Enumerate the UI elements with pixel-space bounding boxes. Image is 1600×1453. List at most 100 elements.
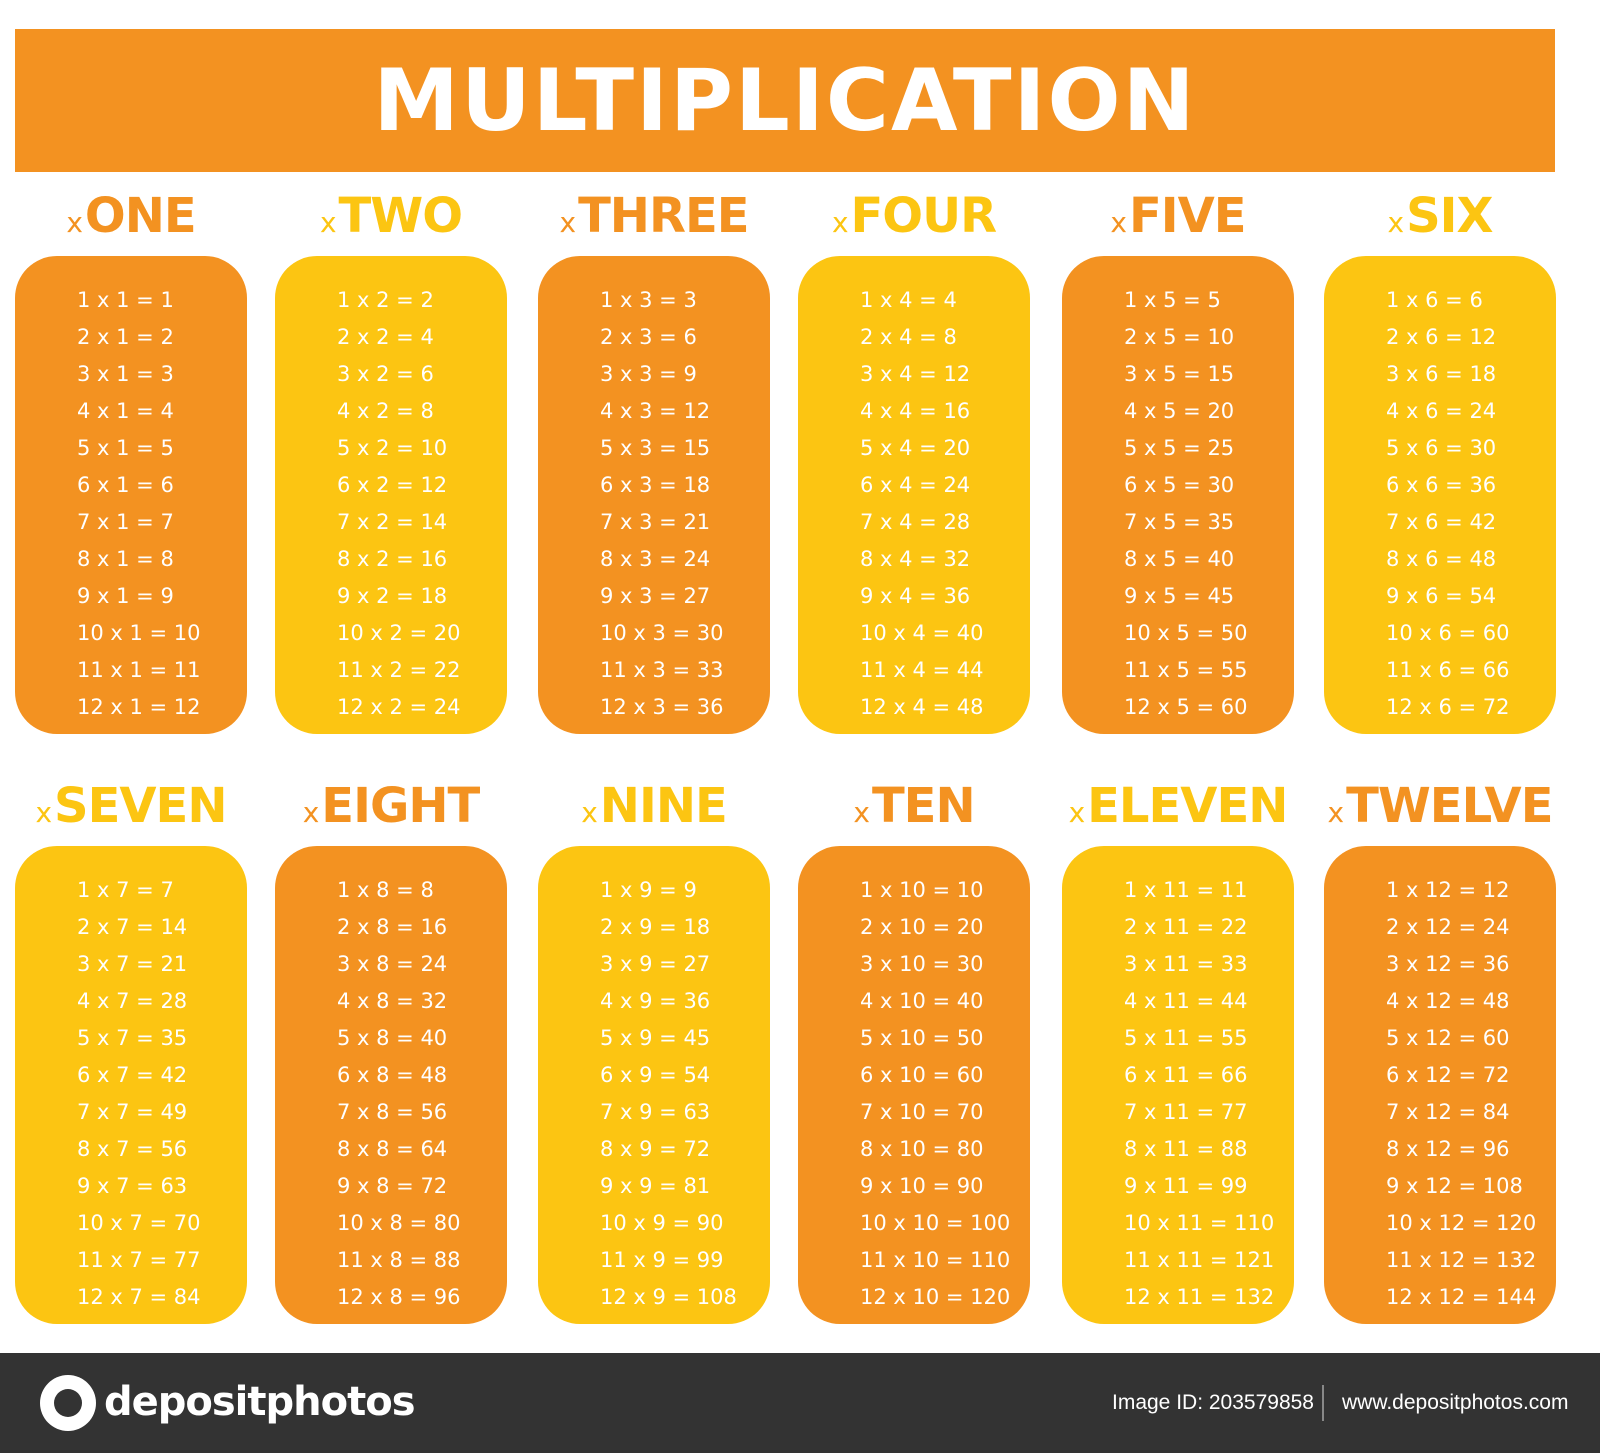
table-row: 11 x 5 = 55 xyxy=(1124,658,1248,682)
table-rows: 1 x 3 = 3 2 x 3 = 6 3 x 3 = 9 4 x 3 = 12 5 x… xyxy=(600,282,760,726)
table-row: 12 x 9 = 108 xyxy=(600,1285,737,1309)
table-label: FOUR xyxy=(850,188,998,244)
table-row: 4 x 5 = 20 xyxy=(1124,399,1235,423)
site-url: www.depositphotos.com xyxy=(1342,1391,1569,1414)
table-row: 8 x 5 = 40 xyxy=(1124,547,1235,571)
table-row: 3 x 11 = 33 xyxy=(1124,952,1248,976)
table-row: 10 x 6 = 60 xyxy=(1386,621,1510,645)
table-row: 12 x 10 = 120 xyxy=(860,1285,1011,1309)
table-row: 5 x 2 = 10 xyxy=(337,436,448,460)
table-heading: xTHREE xyxy=(538,186,770,246)
title-banner: MULTIPLICATION xyxy=(15,29,1555,172)
multiply-prefix: x xyxy=(831,206,849,239)
table-row: 9 x 12 = 108 xyxy=(1386,1174,1523,1198)
table-row: 7 x 5 = 35 xyxy=(1124,510,1235,534)
table-row: 12 x 5 = 60 xyxy=(1124,695,1248,719)
table-row: 2 x 3 = 6 xyxy=(600,325,697,349)
table-row: 8 x 10 = 80 xyxy=(860,1137,984,1161)
table-label: FIVE xyxy=(1128,188,1247,244)
table-label: TWELVE xyxy=(1346,778,1553,834)
table-card: 1 x 8 = 8 2 x 8 = 16 3 x 8 = 24 4 x 8 = 32 5… xyxy=(275,846,507,1324)
table-row: 5 x 5 = 25 xyxy=(1124,436,1235,460)
table-row: 8 x 7 = 56 xyxy=(77,1137,188,1161)
table-card: 1 x 9 = 9 2 x 9 = 18 3 x 9 = 27 4 x 9 = 36 5… xyxy=(538,846,770,1324)
table-rows: 1 x 6 = 6 2 x 6 = 12 3 x 6 = 18 4 x 6 = 24 5… xyxy=(1386,282,1546,726)
table-row: 2 x 8 = 16 xyxy=(337,915,448,939)
table-row: 10 x 1 = 10 xyxy=(77,621,201,645)
table-row: 6 x 3 = 18 xyxy=(600,473,711,497)
table-row: 12 x 3 = 36 xyxy=(600,695,724,719)
table-label: TWO xyxy=(338,188,463,244)
table-row: 7 x 2 = 14 xyxy=(337,510,448,534)
table-row: 5 x 8 = 40 xyxy=(337,1026,448,1050)
table-row: 9 x 8 = 72 xyxy=(337,1174,448,1198)
table-row: 1 x 1 = 1 xyxy=(77,288,174,312)
table-row: 7 x 12 = 84 xyxy=(1386,1100,1510,1124)
table-row: 3 x 8 = 24 xyxy=(337,952,448,976)
table-row: 8 x 8 = 64 xyxy=(337,1137,448,1161)
footer-bar: depositphotos Image ID: 203579858 www.de… xyxy=(0,1353,1600,1453)
table-row: 10 x 8 = 80 xyxy=(337,1211,461,1235)
multiply-prefix: x xyxy=(853,796,870,829)
table-row: 8 x 12 = 96 xyxy=(1386,1137,1510,1161)
table-row: 4 x 10 = 40 xyxy=(860,989,984,1013)
multiply-prefix: x xyxy=(319,206,337,239)
table-row: 2 x 2 = 4 xyxy=(337,325,434,349)
table-heading: xTEN xyxy=(798,776,1030,836)
table-row: 3 x 5 = 15 xyxy=(1124,362,1235,386)
table-row: 6 x 11 = 66 xyxy=(1124,1063,1248,1087)
table-label: NINE xyxy=(599,778,728,834)
table-row: 4 x 2 = 8 xyxy=(337,399,434,423)
table-row: 5 x 1 = 5 xyxy=(77,436,174,460)
table-row: 6 x 8 = 48 xyxy=(337,1063,448,1087)
table-row: 7 x 8 = 56 xyxy=(337,1100,448,1124)
table-row: 8 x 6 = 48 xyxy=(1386,547,1497,571)
table-row: 5 x 10 = 50 xyxy=(860,1026,984,1050)
table-label: SEVEN xyxy=(54,778,227,834)
table-label: SIX xyxy=(1406,188,1493,244)
table-card: 1 x 2 = 2 2 x 2 = 4 3 x 2 = 6 4 x 2 = 8 5 x … xyxy=(275,256,507,734)
table-row: 12 x 1 = 12 xyxy=(77,695,201,719)
table-row: 9 x 1 = 9 xyxy=(77,584,174,608)
table-row: 4 x 9 = 36 xyxy=(600,989,711,1013)
table-row: 7 x 3 = 21 xyxy=(600,510,711,534)
table-row: 11 x 8 = 88 xyxy=(337,1248,461,1272)
table-heading: xNINE xyxy=(538,776,770,836)
table-row: 11 x 2 = 22 xyxy=(337,658,461,682)
table-row: 7 x 7 = 49 xyxy=(77,1100,188,1124)
brand-name: depositphotos xyxy=(104,1379,416,1425)
table-row: 1 x 4 = 4 xyxy=(860,288,957,312)
table-row: 10 x 3 = 30 xyxy=(600,621,724,645)
table-card: 1 x 5 = 5 2 x 5 = 10 3 x 5 = 15 4 x 5 = 20 5… xyxy=(1062,256,1294,734)
multiply-prefix: x xyxy=(559,206,576,239)
table-row: 11 x 12 = 132 xyxy=(1386,1248,1537,1272)
multiply-prefix: x xyxy=(1068,796,1086,829)
page-title: MULTIPLICATION xyxy=(373,50,1197,151)
table-row: 10 x 2 = 20 xyxy=(337,621,461,645)
table-row: 6 x 6 = 36 xyxy=(1386,473,1497,497)
table-row: 4 x 11 = 44 xyxy=(1124,989,1248,1013)
table-row: 7 x 9 = 63 xyxy=(600,1100,711,1124)
table-row: 11 x 1 = 11 xyxy=(77,658,201,682)
table-label: THREE xyxy=(578,188,749,244)
table-row: 5 x 12 = 60 xyxy=(1386,1026,1510,1050)
table-row: 5 x 4 = 20 xyxy=(860,436,971,460)
table-row: 4 x 3 = 12 xyxy=(600,399,711,423)
multiply-prefix: x xyxy=(1387,206,1404,239)
table-row: 6 x 9 = 54 xyxy=(600,1063,711,1087)
table-row: 1 x 10 = 10 xyxy=(860,878,984,902)
table-card: 1 x 3 = 3 2 x 3 = 6 3 x 3 = 9 4 x 3 = 12 5 x… xyxy=(538,256,770,734)
table-row: 5 x 9 = 45 xyxy=(600,1026,711,1050)
table-row: 1 x 6 = 6 xyxy=(1386,288,1483,312)
table-row: 11 x 3 = 33 xyxy=(600,658,724,682)
table-row: 8 x 4 = 32 xyxy=(860,547,971,571)
table-row: 8 x 3 = 24 xyxy=(600,547,711,571)
table-row: 9 x 2 = 18 xyxy=(337,584,448,608)
table-row: 3 x 1 = 3 xyxy=(77,362,174,386)
table-rows: 1 x 10 = 10 2 x 10 = 20 3 x 10 = 30 4 x 10 … xyxy=(860,872,1020,1316)
table-label: ONE xyxy=(84,188,197,244)
table-card: 1 x 11 = 11 2 x 11 = 22 3 x 11 = 33 4 x 11 … xyxy=(1062,846,1294,1324)
table-row: 3 x 2 = 6 xyxy=(337,362,434,386)
table-row: 6 x 7 = 42 xyxy=(77,1063,188,1087)
table-heading: xEIGHT xyxy=(275,776,507,836)
